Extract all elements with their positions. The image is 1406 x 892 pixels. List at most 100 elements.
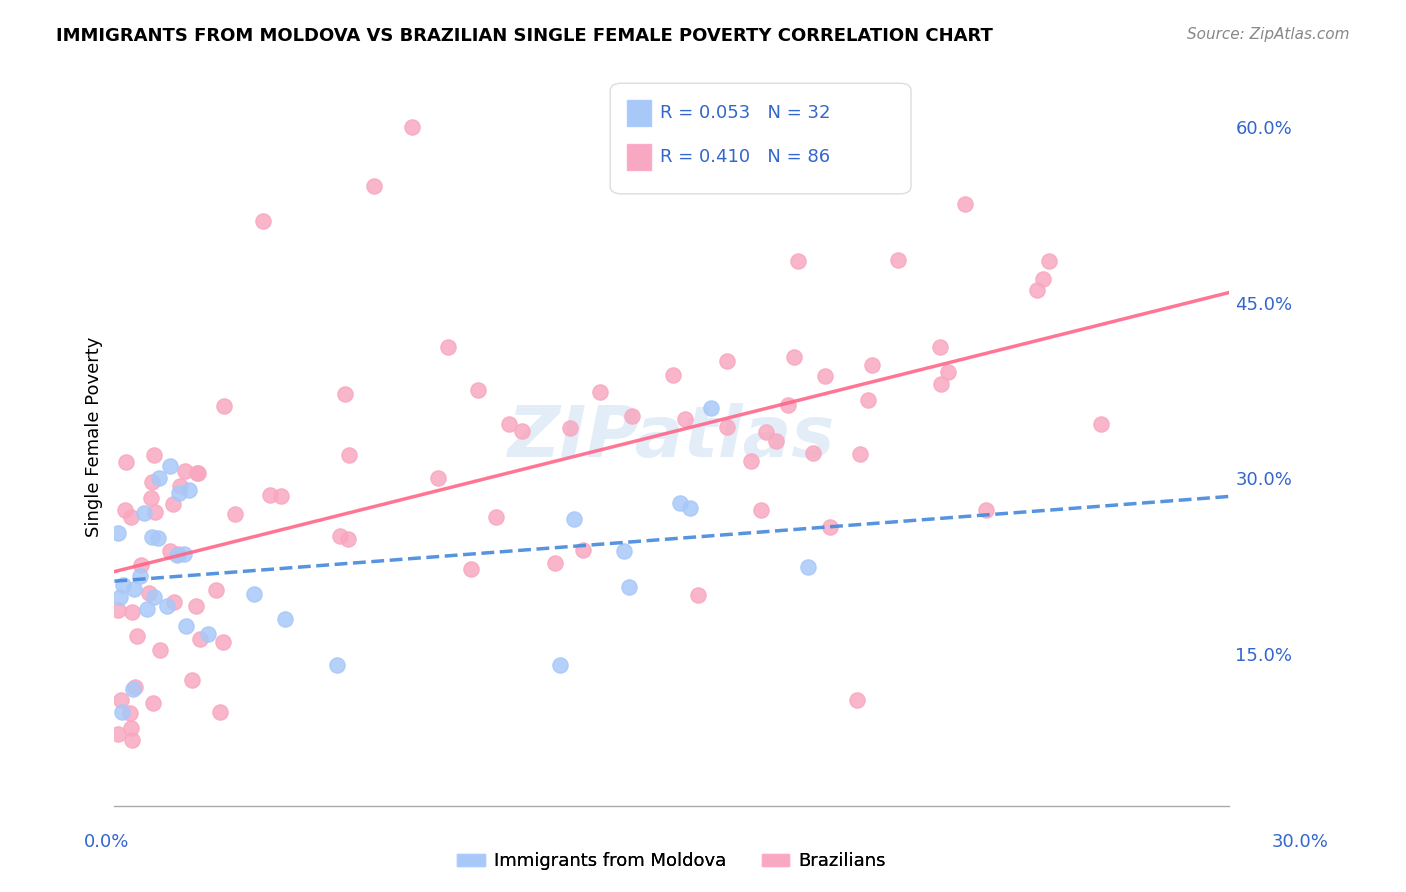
Point — [558, 421, 581, 435]
Point — [936, 365, 959, 379]
Point — [259, 488, 281, 502]
Point — [849, 447, 872, 461]
Point — [274, 611, 297, 625]
Point — [212, 635, 235, 649]
Point — [166, 549, 188, 563]
Point — [214, 400, 236, 414]
Point — [337, 532, 360, 546]
Point — [783, 350, 806, 364]
Point — [498, 417, 520, 432]
Point — [143, 590, 166, 604]
Point — [699, 401, 721, 415]
Point — [510, 424, 533, 438]
Point — [163, 595, 186, 609]
Point — [187, 466, 209, 480]
Point — [122, 681, 145, 696]
Point — [148, 471, 170, 485]
Point — [1032, 272, 1054, 286]
Point — [814, 369, 837, 384]
Point — [177, 483, 200, 497]
Point — [143, 505, 166, 519]
Point — [138, 586, 160, 600]
Point — [765, 434, 787, 448]
Point — [134, 506, 156, 520]
Point — [166, 547, 188, 561]
Point — [668, 496, 690, 510]
Point — [613, 543, 636, 558]
Point — [856, 392, 879, 407]
Point — [619, 580, 641, 594]
Point — [326, 658, 349, 673]
Text: IMMIGRANTS FROM MOLDOVA VS BRAZILIAN SINGLE FEMALE POVERTY CORRELATION CHART: IMMIGRANTS FROM MOLDOVA VS BRAZILIAN SIN… — [56, 27, 993, 45]
Point — [820, 520, 842, 534]
Point — [135, 602, 157, 616]
FancyBboxPatch shape — [627, 100, 651, 126]
Text: ZIPatlas: ZIPatlas — [508, 402, 835, 472]
Point — [485, 510, 508, 524]
Point — [209, 706, 232, 720]
Point — [129, 558, 152, 572]
Point — [621, 409, 644, 423]
Point — [186, 466, 208, 480]
Point — [270, 489, 292, 503]
Point — [1090, 417, 1112, 431]
Point — [122, 582, 145, 596]
Point — [120, 510, 142, 524]
Point — [588, 385, 610, 400]
Point — [562, 512, 585, 526]
Point — [544, 557, 567, 571]
Point — [143, 448, 166, 462]
Point — [886, 252, 908, 267]
Point — [174, 465, 197, 479]
Point — [108, 590, 131, 604]
Point — [146, 531, 169, 545]
Point — [548, 658, 571, 673]
FancyBboxPatch shape — [610, 83, 911, 194]
Point — [118, 706, 141, 720]
Point — [141, 475, 163, 489]
Point — [401, 120, 423, 134]
Point — [436, 340, 458, 354]
Point — [572, 542, 595, 557]
Point — [110, 692, 132, 706]
Point — [749, 502, 772, 516]
Point — [121, 605, 143, 619]
Point — [846, 693, 869, 707]
Point — [186, 599, 208, 614]
Y-axis label: Single Female Poverty: Single Female Poverty — [86, 337, 103, 537]
Point — [121, 732, 143, 747]
Legend: Immigrants from Moldova, Brazilians: Immigrants from Moldova, Brazilians — [450, 846, 893, 878]
Point — [252, 213, 274, 227]
Point — [929, 376, 952, 391]
Point — [673, 412, 696, 426]
Point — [333, 386, 356, 401]
Point — [801, 446, 824, 460]
Point — [125, 629, 148, 643]
Point — [1026, 283, 1049, 297]
Point — [661, 368, 683, 382]
FancyBboxPatch shape — [627, 145, 651, 170]
Text: 0.0%: 0.0% — [84, 833, 129, 851]
Point — [686, 588, 709, 602]
Point — [111, 705, 134, 719]
Point — [107, 525, 129, 540]
Point — [159, 459, 181, 474]
Point — [224, 507, 246, 521]
Point — [1038, 254, 1060, 268]
Point — [169, 479, 191, 493]
Point — [174, 618, 197, 632]
Point — [776, 398, 799, 412]
Text: R = 0.410   N = 86: R = 0.410 N = 86 — [661, 148, 831, 166]
Point — [953, 197, 976, 211]
Point — [156, 599, 179, 613]
Point — [337, 449, 360, 463]
Point — [173, 547, 195, 561]
Point — [139, 491, 162, 505]
Point — [928, 340, 950, 354]
Point — [363, 178, 385, 193]
Point — [860, 358, 883, 372]
Point — [787, 254, 810, 268]
Point — [162, 497, 184, 511]
Point — [124, 681, 146, 695]
Point — [467, 384, 489, 398]
